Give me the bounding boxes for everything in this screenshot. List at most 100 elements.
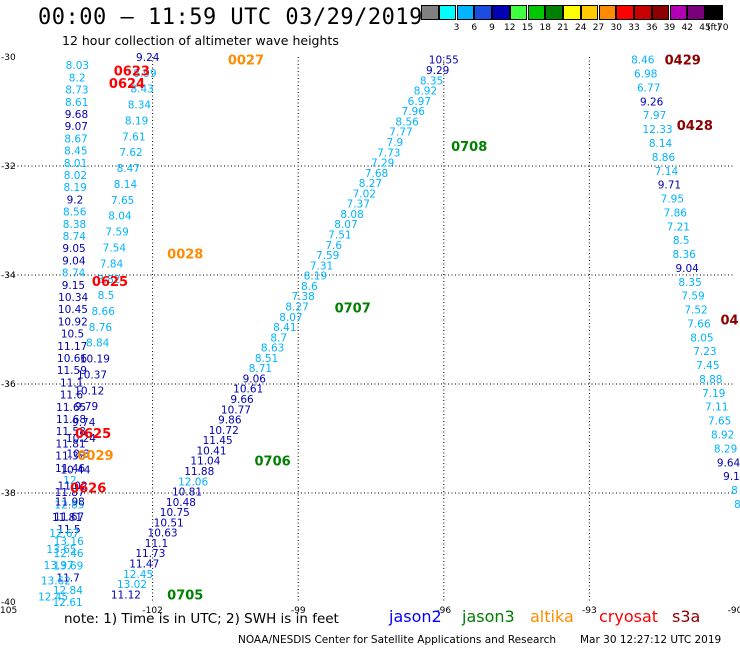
- wave-height-value: 8.92: [711, 429, 734, 441]
- legend-tick-label: 18: [539, 23, 551, 33]
- lat-tick-label: -34: [1, 271, 16, 281]
- legend-swatch: [634, 5, 652, 20]
- wave-height-value: 7.51: [328, 230, 351, 242]
- wave-height-value: 7.21: [667, 221, 690, 233]
- legend-tick-label: 15: [521, 23, 534, 33]
- wave-height-value: 12.45: [38, 592, 68, 604]
- wave-height-value: 11.12: [111, 589, 141, 601]
- wave-height-value: 8.07: [334, 219, 357, 231]
- wave-height-value: 7.86: [664, 207, 688, 219]
- wave-height-value: 8.2: [69, 72, 86, 84]
- wave-height-value: 8.05: [690, 332, 713, 344]
- legend-tick-label: 9: [489, 23, 495, 33]
- legend-swatch: [598, 5, 616, 20]
- wave-height-value: 8.34: [128, 100, 152, 112]
- wave-height-value: 9.29: [426, 65, 449, 77]
- legend-tick-label: 12: [504, 23, 516, 33]
- wave-height-value: 10.63: [148, 528, 178, 540]
- wave-height-value: 11.17: [57, 341, 87, 353]
- wave-height-value: 8.5: [98, 290, 115, 302]
- pass-time-label: 0029: [77, 449, 113, 464]
- wave-height-value: 8.35: [678, 277, 701, 289]
- wave-height-value: 6.98: [634, 69, 657, 81]
- wave-height-value: 7.37: [347, 199, 370, 211]
- pass-time-label: 0429: [665, 54, 701, 69]
- wave-height-value: 8.61: [65, 97, 88, 109]
- legend-tick-label: 42: [681, 23, 693, 33]
- wave-height-value: 7.62: [119, 147, 142, 159]
- wave-height-value: 8.92: [414, 86, 437, 98]
- wave-height-value: 8.82: [97, 274, 120, 286]
- wave-height-value: 11.67: [54, 512, 84, 524]
- pass-time-label: 0708: [451, 140, 487, 155]
- wave-height-value: 9.71: [658, 180, 681, 192]
- lat-tick-label: -36: [1, 380, 16, 390]
- wave-height-value: 8.46: [631, 55, 655, 67]
- wave-height-value: 9.05: [62, 243, 85, 255]
- lon-tick-label: -102: [142, 606, 162, 616]
- pass-time-label: 0028: [167, 248, 203, 263]
- wave-height-value: 7.9: [387, 137, 404, 149]
- wave-height-value: 7.29: [371, 158, 394, 170]
- wave-height-value: 8.56: [63, 207, 87, 219]
- wave-height-value: 7.23: [693, 346, 716, 358]
- wave-height-value: 13.02: [117, 579, 147, 591]
- wave-height-value: 10.24: [66, 433, 96, 445]
- wave-height-value: 8.74: [62, 268, 86, 280]
- wave-height-value: 11.73: [135, 548, 165, 560]
- lon-tick-label: -99: [291, 606, 306, 616]
- legend-swatch: [687, 5, 705, 20]
- wave-height-value: 8.56: [395, 116, 419, 128]
- wave-height-value: 7.59: [681, 291, 704, 303]
- legend-tick-label: 27: [592, 23, 605, 33]
- wave-height-value: 11.81: [56, 438, 86, 450]
- legend-swatch: [580, 5, 599, 20]
- wave-height-value: 7.77: [389, 127, 412, 139]
- wave-height-value: 8.51: [255, 353, 278, 365]
- legend-swatch: [616, 5, 634, 20]
- wave-height-value: 10.19: [80, 354, 110, 366]
- footer-note: note: 1) Time is in UTC; 2) SWH is in fe…: [64, 611, 339, 627]
- pass-time-label: 0625: [75, 427, 111, 442]
- wave-height-value: 7.65: [111, 195, 134, 207]
- wave-height-value: 11.65: [56, 402, 86, 414]
- legend-tick-label: 45: [699, 23, 711, 33]
- wave-height-value: 13.16: [54, 536, 84, 548]
- pass-time-label: 0626: [70, 482, 106, 497]
- wave-height-value: 10.44: [60, 465, 90, 477]
- wave-height-value: 7.59: [316, 250, 339, 262]
- wave-height-value: 11.98: [55, 496, 85, 508]
- legend-swatch: [545, 5, 563, 20]
- wave-height-value: 11.04: [190, 456, 220, 468]
- wave-height-value: 8.45: [64, 146, 87, 158]
- wave-height-value: 8.19: [125, 115, 148, 127]
- wave-height-value: 6.97: [408, 96, 431, 108]
- wave-height-value: 7.19: [702, 388, 725, 400]
- pass-time-label: 04: [720, 314, 738, 329]
- legend-swatch: [527, 5, 545, 20]
- wave-height-value: 9.06: [243, 373, 267, 385]
- wave-height-value: 10.77: [221, 404, 251, 416]
- lon-tick-label: -93: [582, 606, 597, 616]
- wave-height-value: 13.65: [46, 544, 76, 556]
- wave-height-value: 11.88: [184, 466, 214, 478]
- pass-time-label: 0624: [109, 77, 145, 92]
- lat-tick-label: -40: [1, 598, 16, 608]
- wave-height-value: 10.3: [66, 449, 89, 461]
- legend-tick-label: 3: [453, 23, 460, 33]
- wave-height-value: 7.84: [100, 258, 124, 270]
- wave-height-value: 7.02: [353, 188, 376, 200]
- wave-height-value: 10.45: [58, 304, 88, 316]
- wave-height-value: 11.81: [52, 512, 82, 524]
- satellite-name-jason2: jason2: [389, 607, 442, 626]
- wave-height-value: 8.67: [64, 133, 87, 145]
- wave-height-value: 10.72: [209, 425, 239, 437]
- wave-height-value: 13.69: [53, 560, 83, 572]
- legend-unit: (ft): [707, 23, 721, 33]
- wave-height-value: 6.77: [637, 82, 660, 94]
- wave-height-value: 12.45: [123, 569, 153, 581]
- credit-text: NOAA/NESDIS Center for Satellite Applica…: [238, 634, 556, 646]
- wave-height-value: 10.48: [166, 497, 196, 509]
